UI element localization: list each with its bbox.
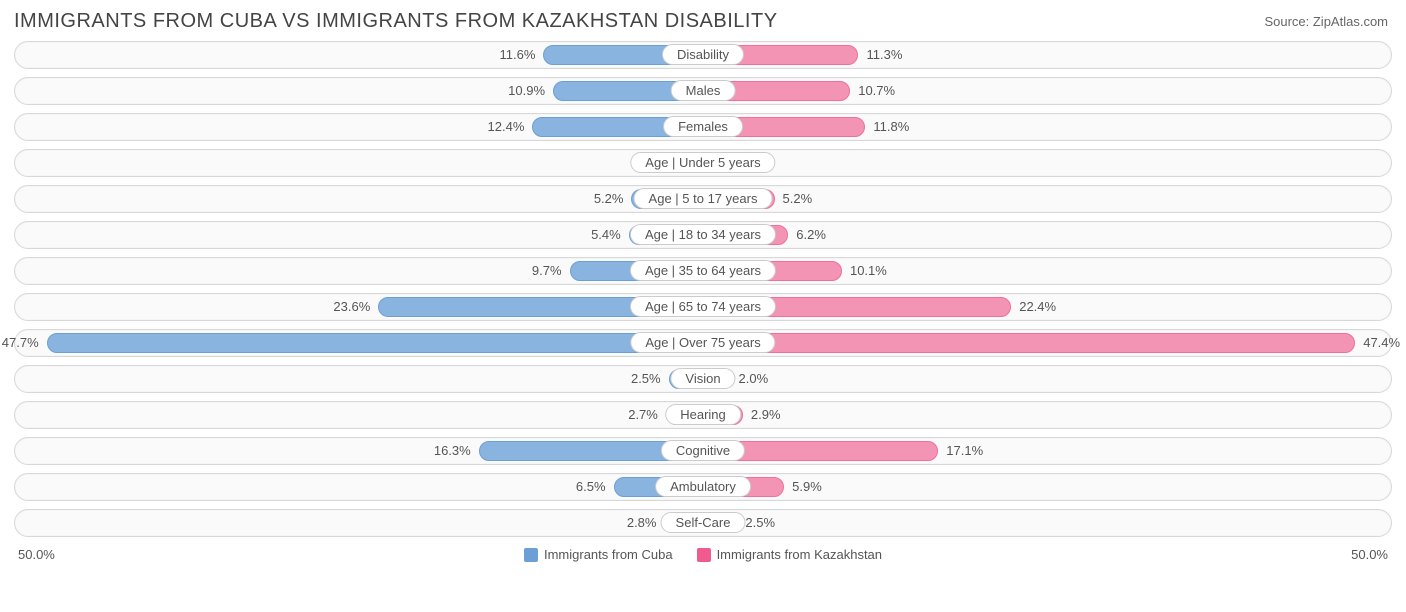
value-label-right: 2.9%	[743, 407, 781, 422]
value-label-right: 47.4%	[1355, 335, 1400, 350]
row-right-half: 6.2%	[703, 222, 1391, 248]
row-right-half: 2.9%	[703, 402, 1391, 428]
value-label-right: 10.7%	[850, 83, 895, 98]
bar-left	[47, 333, 703, 353]
row-right-half: 1.1%	[703, 150, 1391, 176]
value-label-right: 11.3%	[858, 47, 902, 62]
value-label-left: 5.2%	[594, 191, 632, 206]
legend-swatch-right	[697, 548, 711, 562]
row-right-half: 11.3%	[703, 42, 1391, 68]
row-left-half: 2.5%	[15, 366, 703, 392]
value-label-left: 9.7%	[532, 263, 570, 278]
row-left-half: 9.7%	[15, 258, 703, 284]
chart-row: 9.7% 10.1% Age | 35 to 64 years	[14, 257, 1392, 285]
value-label-left: 2.8%	[627, 515, 665, 530]
row-left-half: 1.1%	[15, 150, 703, 176]
value-label-right: 5.9%	[784, 479, 822, 494]
value-label-right: 11.8%	[865, 119, 909, 134]
legend-item-left: Immigrants from Cuba	[524, 547, 673, 562]
chart-row: 1.1%1.1%Age | Under 5 years	[14, 149, 1392, 177]
value-label-left: 16.3%	[434, 443, 479, 458]
chart-row: 23.6% 22.4% Age | 65 to 74 years	[14, 293, 1392, 321]
chart-row: 10.9% 10.7% Males	[14, 77, 1392, 105]
chart-row: 6.5% 5.9% Ambulatory	[14, 473, 1392, 501]
row-right-half: 5.2%	[703, 186, 1391, 212]
value-label-right: 2.0%	[731, 371, 769, 386]
chart-row: 2.5% 2.0%Vision	[14, 365, 1392, 393]
category-pill: Age | 35 to 64 years	[630, 260, 776, 281]
source-attribution: Source: ZipAtlas.com	[1264, 14, 1388, 29]
row-right-half: 10.7%	[703, 78, 1391, 104]
category-pill: Ambulatory	[655, 476, 751, 497]
legend-label-left: Immigrants from Cuba	[544, 547, 673, 562]
category-pill: Age | 18 to 34 years	[630, 224, 776, 245]
row-left-half: 16.3%	[15, 438, 703, 464]
row-left-half: 2.7%	[15, 402, 703, 428]
value-label-left: 23.6%	[333, 299, 378, 314]
chart-row: 12.4% 11.8% Females	[14, 113, 1392, 141]
row-left-half: 6.5%	[15, 474, 703, 500]
value-label-right: 5.2%	[775, 191, 813, 206]
row-left-half: 11.6%	[15, 42, 703, 68]
category-pill: Vision	[670, 368, 735, 389]
chart-footer: 50.0% Immigrants from Cuba Immigrants fr…	[14, 545, 1392, 569]
chart-row: 11.6% 11.3% Disability	[14, 41, 1392, 69]
chart-title: IMMIGRANTS FROM CUBA VS IMMIGRANTS FROM …	[14, 10, 1392, 33]
axis-max-left: 50.0%	[18, 547, 55, 562]
value-label-left: 5.4%	[591, 227, 629, 242]
row-right-half: 5.9%	[703, 474, 1391, 500]
chart-row: 5.4% 6.2% Age | 18 to 34 years	[14, 221, 1392, 249]
legend-label-right: Immigrants from Kazakhstan	[717, 547, 882, 562]
chart-row: 16.3% 17.1% Cognitive	[14, 437, 1392, 465]
row-right-half: 47.4%	[703, 330, 1391, 356]
chart-row: 2.7% 2.9%Hearing	[14, 401, 1392, 429]
value-label-right: 22.4%	[1011, 299, 1056, 314]
row-right-half: 22.4%	[703, 294, 1391, 320]
row-left-half: 2.8%	[15, 510, 703, 536]
row-left-half: 10.9%	[15, 78, 703, 104]
value-label-right: 10.1%	[842, 263, 887, 278]
category-pill: Cognitive	[661, 440, 745, 461]
category-pill: Disability	[662, 44, 744, 65]
row-right-half: 2.5%	[703, 510, 1391, 536]
row-left-half: 12.4%	[15, 114, 703, 140]
value-label-left: 10.9%	[508, 83, 553, 98]
chart-area: 11.6% 11.3% Disability 10.9% 10.7% Males 12.4%…	[14, 41, 1392, 537]
bar-right	[703, 333, 1355, 353]
row-right-half: 11.8%	[703, 114, 1391, 140]
category-pill: Hearing	[665, 404, 741, 425]
value-label-right: 6.2%	[788, 227, 826, 242]
chart-row: 47.7%47.4%Age | Over 75 years	[14, 329, 1392, 357]
value-label-left: 47.7%	[2, 335, 47, 350]
category-pill: Males	[671, 80, 736, 101]
row-right-half: 17.1%	[703, 438, 1391, 464]
category-pill: Age | Under 5 years	[630, 152, 775, 173]
legend-swatch-left	[524, 548, 538, 562]
category-pill: Age | 65 to 74 years	[630, 296, 776, 317]
value-label-left: 6.5%	[576, 479, 614, 494]
row-right-half: 2.0%	[703, 366, 1391, 392]
axis-max-right: 50.0%	[1351, 547, 1388, 562]
row-right-half: 10.1%	[703, 258, 1391, 284]
value-label-right: 17.1%	[938, 443, 983, 458]
row-left-half: 5.2%	[15, 186, 703, 212]
legend: Immigrants from Cuba Immigrants from Kaz…	[524, 547, 882, 562]
row-left-half: 23.6%	[15, 294, 703, 320]
legend-item-right: Immigrants from Kazakhstan	[697, 547, 882, 562]
row-left-half: 47.7%	[15, 330, 703, 356]
chart-row: 5.2% 5.2%Age | 5 to 17 years	[14, 185, 1392, 213]
row-left-half: 5.4%	[15, 222, 703, 248]
category-pill: Age | 5 to 17 years	[634, 188, 773, 209]
category-pill: Females	[663, 116, 743, 137]
category-pill: Age | Over 75 years	[630, 332, 775, 353]
category-pill: Self-Care	[661, 512, 746, 533]
chart-row: 2.8% 2.5%Self-Care	[14, 509, 1392, 537]
value-label-left: 2.5%	[631, 371, 669, 386]
value-label-left: 11.6%	[499, 47, 543, 62]
value-label-left: 12.4%	[488, 119, 533, 134]
value-label-left: 2.7%	[628, 407, 666, 422]
